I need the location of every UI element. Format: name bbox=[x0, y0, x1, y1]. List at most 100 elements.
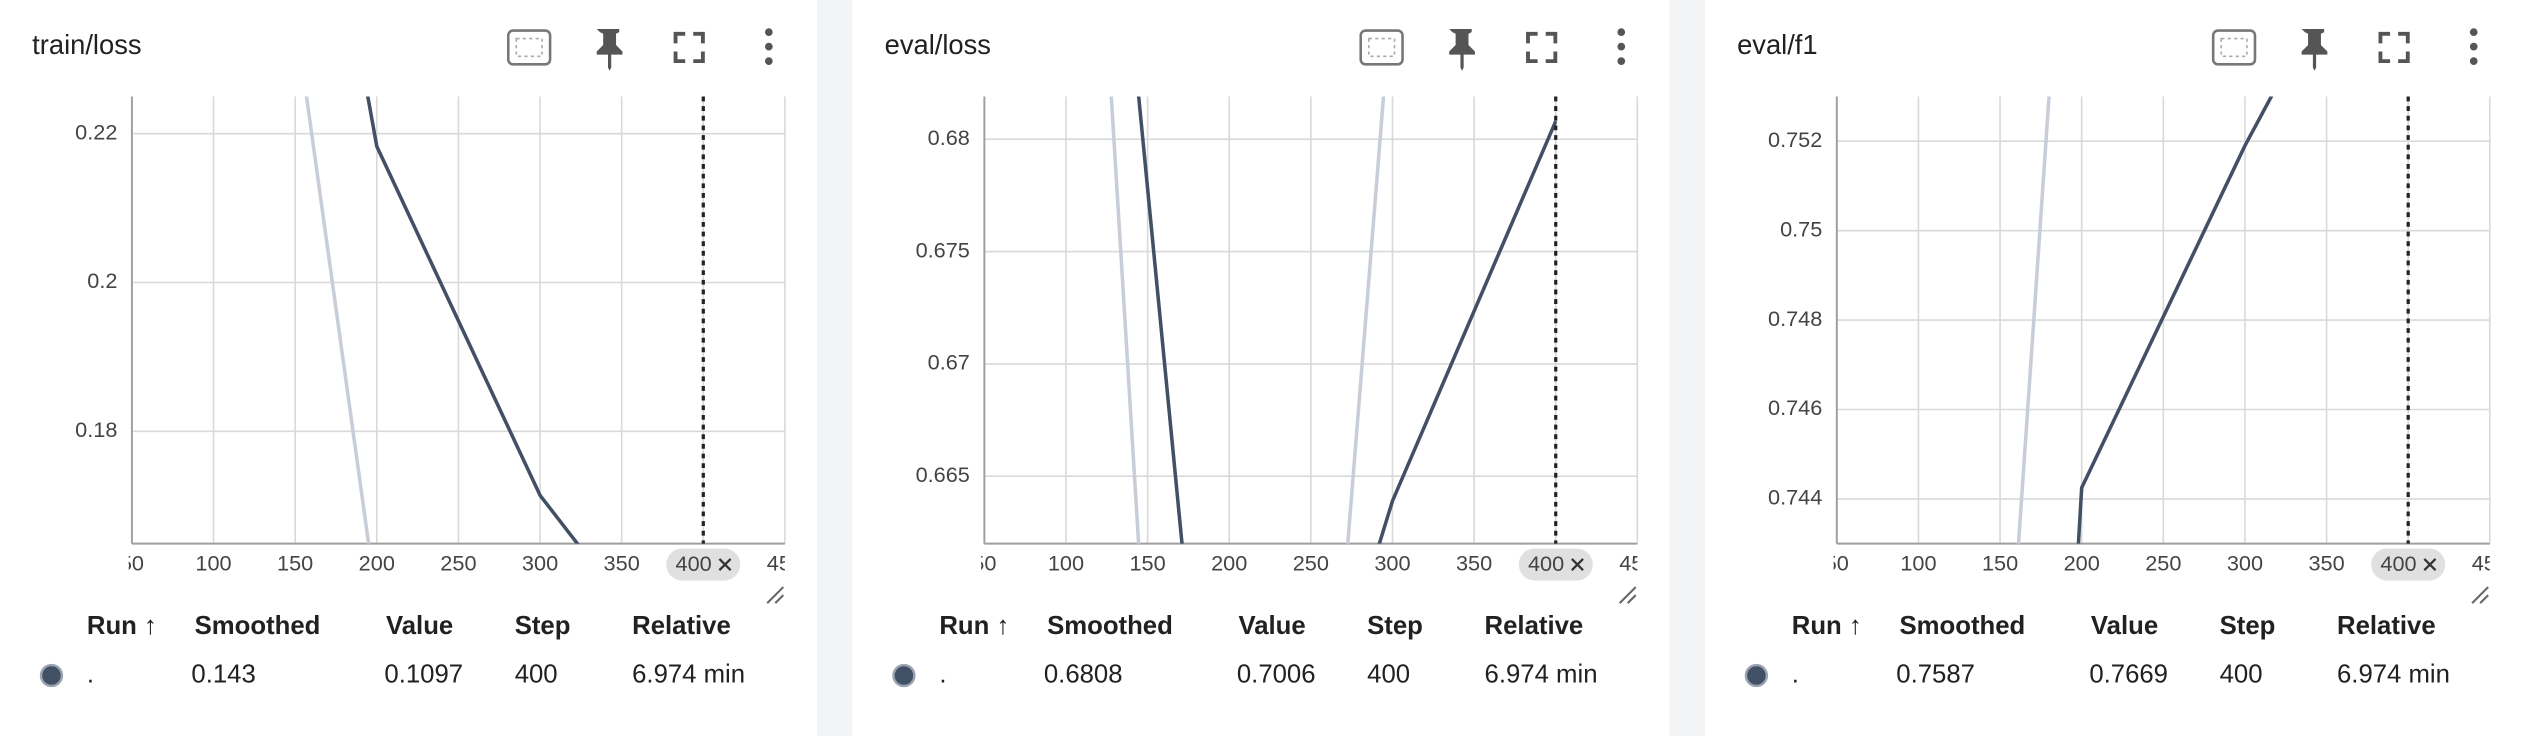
icon bbox=[1617, 42, 1626, 51]
value-cell: 0.7669 bbox=[2089, 660, 2168, 688]
step-marker-chip[interactable]: 400 bbox=[666, 548, 741, 581]
pin-button[interactable] bbox=[1449, 28, 1475, 71]
series-line bbox=[366, 96, 580, 544]
resize-handle bbox=[1618, 586, 1637, 604]
more-menu-button[interactable] bbox=[764, 28, 773, 65]
x-tick-label: 200 bbox=[2064, 550, 2100, 575]
step-marker-chip[interactable]: 400 bbox=[2371, 548, 2446, 581]
relative-cell: 6.974 min bbox=[2337, 660, 2450, 688]
x-tick-label: 250 bbox=[1293, 550, 1329, 575]
step-marker-label: 400 bbox=[2380, 551, 2416, 576]
table-header: Value bbox=[386, 612, 453, 640]
fit-domain-button[interactable] bbox=[2211, 29, 2257, 66]
icon bbox=[2378, 31, 2410, 64]
x-tick-label: 150 bbox=[1982, 550, 2018, 575]
chart-title: train/loss bbox=[32, 29, 141, 60]
y-tick-label: 0.675 bbox=[916, 237, 970, 262]
icon bbox=[2469, 42, 2478, 51]
y-tick-label: 0.22 bbox=[75, 119, 117, 144]
fullscreen-button[interactable] bbox=[2378, 31, 2410, 64]
icon bbox=[1367, 37, 1396, 58]
panel bbox=[0, 0, 818, 736]
fullscreen-button[interactable] bbox=[1526, 31, 1558, 64]
value-cell: 0.7006 bbox=[1237, 660, 1316, 688]
x-tick-label: 450 bbox=[767, 550, 803, 575]
x-tick-label: 250 bbox=[2145, 550, 2181, 575]
step-cell: 400 bbox=[1367, 660, 1410, 688]
x-tick-label: 50 bbox=[1825, 550, 1849, 575]
table-header: Smoothed bbox=[195, 612, 321, 640]
y-tick-label: 0.2 bbox=[87, 268, 117, 293]
x-tick-label: 300 bbox=[522, 550, 558, 575]
more-menu-button[interactable] bbox=[1617, 28, 1626, 65]
y-tick-label: 0.744 bbox=[1768, 485, 1822, 510]
run-color-dot bbox=[892, 663, 916, 688]
icon bbox=[1359, 29, 1404, 66]
y-tick-label: 0.748 bbox=[1768, 306, 1822, 331]
smoothed-cell: 0.143 bbox=[191, 660, 255, 688]
y-tick-label: 0.75 bbox=[1780, 216, 1822, 241]
icon bbox=[764, 42, 773, 51]
pin-button[interactable] bbox=[596, 28, 623, 71]
icon bbox=[1449, 28, 1475, 71]
table-header: Relative bbox=[2337, 612, 2436, 640]
x-tick-label: 350 bbox=[604, 550, 640, 575]
icon bbox=[764, 28, 773, 37]
y-tick-label: 0.68 bbox=[928, 125, 970, 150]
x-tick-label: 200 bbox=[1211, 550, 1247, 575]
value-cell: 0.1097 bbox=[384, 660, 463, 688]
relative-cell: 6.974 min bbox=[632, 660, 745, 688]
fit-domain-button[interactable] bbox=[506, 29, 552, 66]
table-header: Step bbox=[515, 612, 571, 640]
chip-close bbox=[2423, 558, 2437, 571]
y-tick-label: 0.67 bbox=[928, 350, 970, 375]
icon bbox=[2469, 57, 2478, 65]
x-tick-label: 50 bbox=[972, 550, 996, 575]
x-tick-label: 300 bbox=[1374, 550, 1410, 575]
x-tick-label: 100 bbox=[1900, 550, 1936, 575]
icon bbox=[2211, 29, 2257, 66]
step-marker-label: 400 bbox=[676, 551, 712, 576]
run-color-dot bbox=[39, 663, 64, 688]
panel bbox=[1704, 0, 2522, 736]
x-tick-label: 50 bbox=[120, 550, 144, 575]
x-tick-label: 450 bbox=[2472, 550, 2508, 575]
table-header: Value bbox=[1238, 612, 1305, 640]
step-cell: 400 bbox=[515, 660, 558, 688]
icon bbox=[2469, 28, 2478, 37]
icon bbox=[596, 28, 623, 71]
x-tick-label: 100 bbox=[195, 550, 231, 575]
run-name: . bbox=[1792, 660, 1799, 688]
table-header: Relative bbox=[1485, 612, 1584, 640]
more-menu-button[interactable] bbox=[2469, 28, 2478, 65]
x-tick-label: 100 bbox=[1048, 550, 1084, 575]
step-cell: 400 bbox=[2220, 660, 2263, 688]
icon bbox=[1526, 31, 1558, 64]
chart-title: eval/loss bbox=[885, 29, 991, 60]
chip-bg bbox=[2371, 548, 2446, 581]
icon bbox=[1617, 57, 1626, 65]
icon bbox=[764, 57, 773, 65]
chart-title: eval/f1 bbox=[1737, 29, 1818, 60]
x-tick-label: 450 bbox=[1619, 550, 1655, 575]
chip-bg bbox=[1518, 548, 1593, 581]
fullscreen-button[interactable] bbox=[673, 31, 705, 64]
table-header: Smoothed bbox=[1900, 612, 2026, 640]
icon bbox=[2220, 37, 2248, 58]
icon bbox=[506, 29, 552, 66]
x-tick-label: 350 bbox=[1456, 550, 1492, 575]
relative-cell: 6.974 min bbox=[1485, 660, 1598, 688]
x-tick-label: 150 bbox=[1129, 550, 1165, 575]
run-name: . bbox=[87, 660, 94, 688]
table-header: Run ↑ bbox=[1792, 612, 1862, 640]
table-header: Value bbox=[2091, 612, 2158, 640]
fit-domain-button[interactable] bbox=[1359, 29, 1404, 66]
y-tick-label: 0.752 bbox=[1768, 127, 1822, 152]
x-tick-label: 150 bbox=[277, 550, 313, 575]
series-line bbox=[2076, 96, 2274, 544]
run-name: . bbox=[939, 660, 946, 688]
pin-button[interactable] bbox=[2301, 28, 2328, 71]
step-marker-chip[interactable]: 400 bbox=[1518, 548, 1593, 581]
icon bbox=[673, 31, 705, 64]
